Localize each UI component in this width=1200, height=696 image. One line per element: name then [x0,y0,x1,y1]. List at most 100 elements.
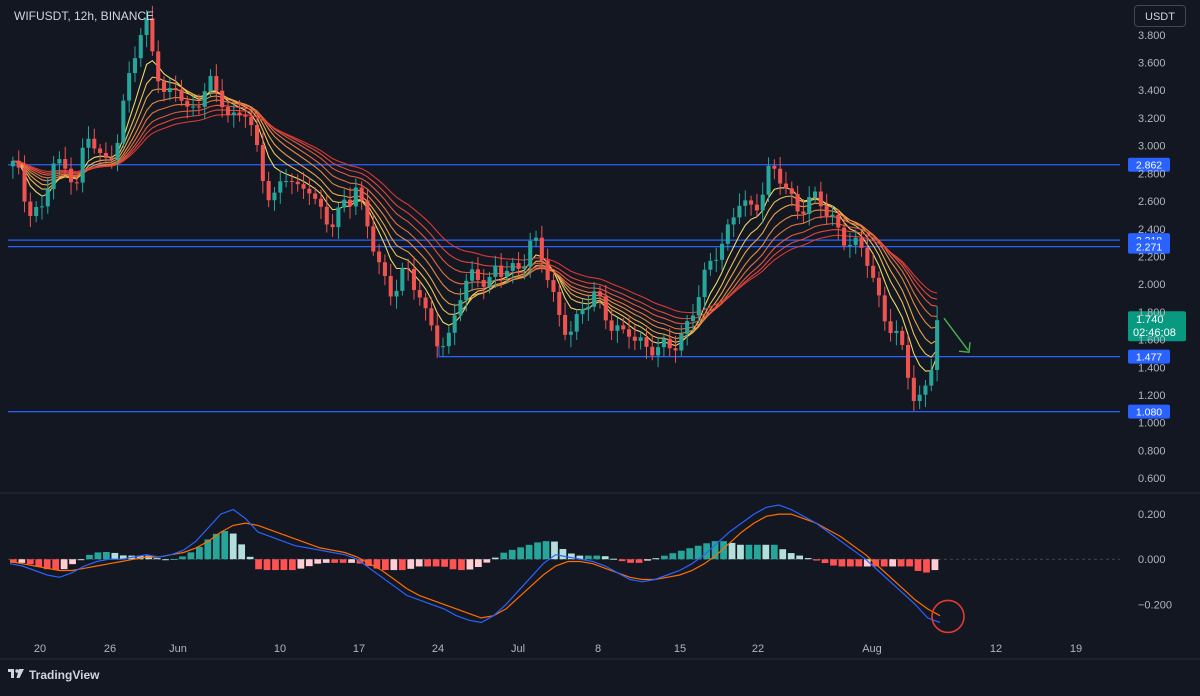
macd-histogram-bar [314,559,322,564]
ema-ribbon-line [12,88,938,345]
candle-body [365,200,370,227]
candle-body [865,247,870,266]
macd-histogram-bar [601,556,609,560]
candle-body [719,243,725,260]
candle-body [336,207,341,228]
macd-histogram-bar [796,555,804,560]
candle-body [266,181,271,201]
candle-body [249,116,254,126]
macd-histogram-bar [348,559,355,563]
candle-body [888,321,893,334]
candle-body [208,76,213,92]
candle-body [621,325,626,330]
candle-body [592,291,597,307]
price-tick-label: 2.600 [1138,196,1166,208]
macd-histogram-bar [10,559,17,563]
macd-histogram-bar [830,559,837,566]
macd-histogram-bar [821,559,829,564]
candle-body [661,338,666,348]
candle-body [295,181,300,185]
candle-body [772,165,777,169]
price-level-tag [1128,239,1170,254]
price-tick-label: 3.200 [1138,113,1166,125]
macd-histogram-bar [686,548,694,560]
candle-body [307,188,312,194]
time-tick-label: 24 [432,643,444,655]
candle-body [929,369,934,386]
macd-histogram-bar [398,559,406,571]
currency-button[interactable]: USDT [1134,5,1186,27]
macd-histogram-bar [221,531,229,560]
price-tick-label: 3.600 [1138,57,1166,69]
candle-body [847,245,852,247]
macd-histogram-bar [847,559,854,567]
candle-body [156,51,161,82]
macd-histogram-bar [728,542,736,560]
candle-body [528,240,533,267]
candle-body [650,346,655,356]
tradingview-brand[interactable]: TradingView [8,668,99,682]
candle-body [28,201,33,216]
candle-body [202,91,207,107]
macd-histogram-bar [635,559,643,563]
macd-histogram-bar [331,559,339,563]
candle-body [586,306,591,310]
candle-body [388,275,393,297]
candle-body [807,197,812,214]
price-tick-label: 1.800 [1138,307,1166,319]
candle-body [516,263,521,269]
macd-histogram-bar [838,559,846,567]
price-tick-label: 3.000 [1138,141,1166,153]
macd-histogram-bar [483,559,491,563]
ema-ribbon-line [12,114,938,314]
macd-histogram-bar [525,544,533,560]
macd-histogram-bar [153,558,161,560]
candle-body [371,226,376,252]
candle-body [673,348,678,351]
candle-body [109,157,114,160]
candle-body [400,268,405,291]
macd-histogram-bar [652,558,660,560]
macd-histogram-bar [720,541,727,560]
symbol-title[interactable]: WIFUSDT, 12h, BINANCE [14,9,155,23]
candle-body [86,138,91,148]
candle-body [667,338,672,349]
macd-histogram-bar [35,559,43,567]
candle-body [301,184,306,189]
candle-body [836,214,841,228]
candle-body [411,269,417,291]
candle-body [690,315,696,322]
price-level-label: 2.862 [1136,160,1162,172]
ema-ribbon-line [12,59,938,372]
macd-histogram-bar [441,559,448,567]
macd-histogram-bar [754,544,761,560]
candle-body [103,153,108,158]
candle-body [127,73,132,101]
candle-body [16,160,21,168]
candle-body [144,18,149,36]
candle-body [917,394,922,401]
candle-body [656,347,661,356]
candle-body [446,332,451,347]
price-tick-label: 0.600 [1138,473,1166,485]
candle-body [34,207,39,216]
candle-body [359,187,364,201]
macd-histogram-bar [229,533,237,560]
macd-histogram-bar [694,545,702,560]
ema-ribbon-layer [12,59,938,372]
candle-body [778,168,783,184]
price-tick-label: 1.600 [1138,335,1166,347]
candle-body [406,268,411,270]
macd-histogram-bar [863,559,871,567]
macd-histogram-bar [551,541,558,560]
candle-body [545,260,550,281]
macd-tick-label: −0.200 [1138,599,1172,611]
macd-histogram-bar [424,559,432,567]
time-tick-label: Jul [511,643,525,655]
price-tick-label: 0.800 [1138,445,1166,457]
candle-body [504,270,510,277]
macd-histogram-bar [576,555,584,560]
